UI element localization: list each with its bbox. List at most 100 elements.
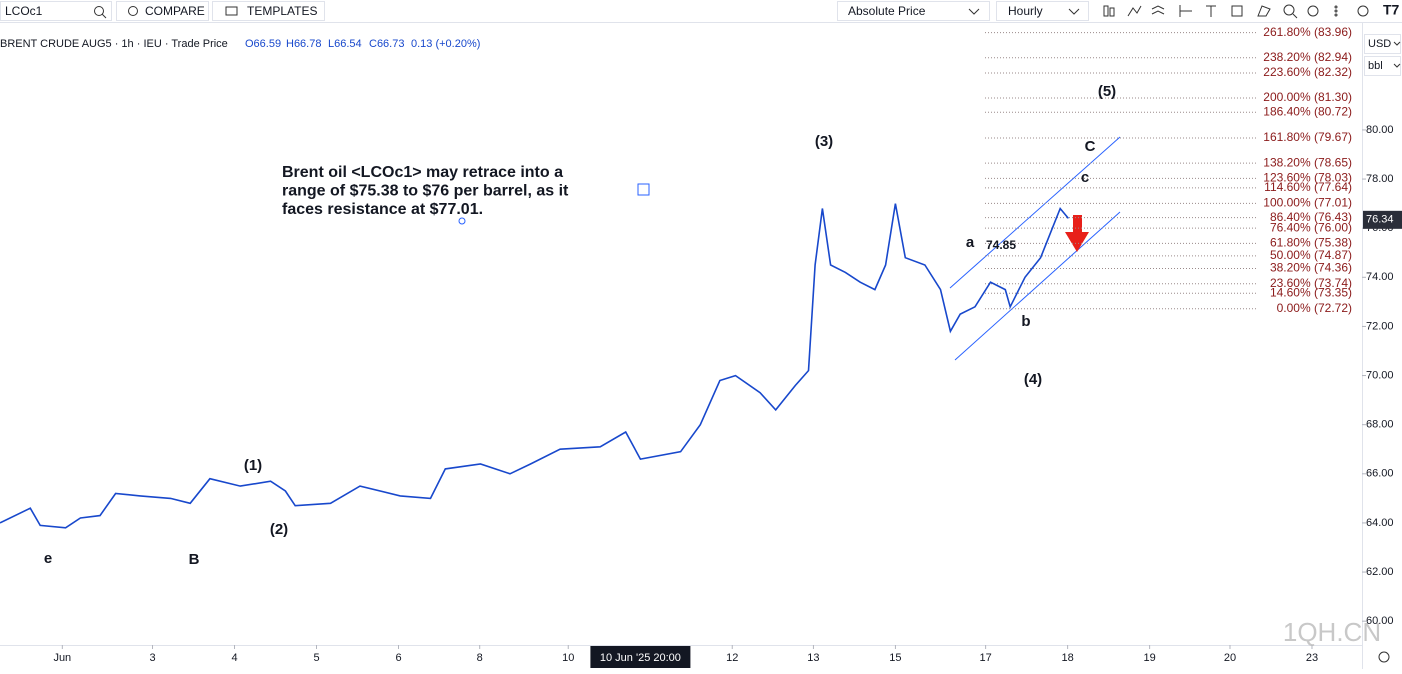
wave-label: B (189, 551, 200, 568)
wave-label: (1) (244, 457, 262, 474)
x-tick-label: 23 (1306, 652, 1318, 664)
note-line: faces resistance at $77.01. (282, 201, 483, 218)
fib-label: 86.40% (76.43) (1270, 210, 1352, 224)
search-icon (101, 13, 107, 19)
symbol-search[interactable] (0, 1, 112, 21)
fib-label: 23.60% (73.74) (1270, 276, 1352, 290)
legend-close: C66.73 (369, 38, 404, 50)
dropdown-icon (1393, 41, 1401, 46)
fib-label: 50.00% (74.87) (1270, 248, 1352, 262)
wave-label: c (1081, 169, 1089, 186)
fib-label: 200.00% (81.30) (1263, 90, 1352, 104)
templates-label: TEMPLATES (247, 4, 317, 18)
legend-high: H66.78 (286, 38, 321, 50)
fib-label: 161.80% (79.67) (1263, 130, 1352, 144)
compare-button[interactable] (116, 1, 209, 21)
currency: USD (1368, 38, 1391, 50)
wave-label: a (966, 234, 975, 251)
x-tick-label: 17 (980, 652, 992, 664)
wave-label: (2) (270, 521, 288, 538)
x-tick-label: 19 (1143, 652, 1155, 664)
crosshair-box (590, 646, 691, 668)
x-tick-label: 18 (1061, 652, 1073, 664)
fib-label: 186.40% (80.72) (1263, 104, 1352, 118)
x-tick-label: 4 (231, 652, 237, 664)
x-tick-label: 15 (889, 652, 901, 664)
wave-label: e (44, 550, 52, 567)
price-mode: Absolute Price (848, 4, 926, 18)
crosshair-label: 10 Jun '25 20:00 (600, 652, 681, 664)
fib-label: 14.60% (73.35) (1270, 285, 1352, 299)
x-tick-label: Jun (53, 652, 71, 664)
fib-label: 123.60% (78.03) (1263, 170, 1352, 184)
fib-label: 76.40% (76.00) (1270, 220, 1352, 234)
channel-upper (949, 136, 1121, 289)
fib-label: 0.00% (72.72) (1277, 301, 1352, 315)
wave-label: (5) (1098, 83, 1116, 100)
interval-select[interactable] (996, 1, 1089, 21)
price-mode-select[interactable] (837, 1, 990, 21)
last-price-label: 76.34 (1366, 214, 1394, 226)
price-line (0, 203, 1070, 529)
note-anchor[interactable] (458, 217, 466, 225)
templates-icon (225, 6, 238, 16)
unit-button[interactable] (1364, 56, 1401, 76)
fib-label: 223.60% (82.32) (1263, 65, 1352, 79)
compare-icon (128, 6, 138, 16)
y-tick-label: 74.00 (1366, 271, 1394, 283)
y-tick-label: 66.00 (1366, 468, 1394, 480)
settings-icon[interactable] (1378, 651, 1390, 663)
note-line: Brent oil <LCOc1> may retrace into a (282, 164, 563, 181)
x-tick-label: 12 (726, 652, 738, 664)
y-tick-label: 68.00 (1366, 419, 1394, 431)
search-icon (94, 6, 104, 16)
fib-label: 114.60% (77.64) (1264, 180, 1352, 194)
y-tick-label: 60.00 (1366, 615, 1394, 627)
fib-label: 100.00% (77.01) (1263, 196, 1352, 210)
legend-low: L66.54 (328, 38, 362, 50)
y-tick-label: 64.00 (1366, 517, 1394, 529)
y-tick-label: 70.00 (1366, 369, 1394, 381)
wave-label: b (1021, 313, 1030, 330)
fib-label: 138.20% (78.65) (1263, 155, 1352, 169)
currency-button[interactable] (1364, 34, 1401, 54)
fib-label: 61.80% (75.38) (1270, 236, 1352, 250)
channel-lower (954, 211, 1121, 361)
y-tick-label: 78.00 (1366, 173, 1394, 185)
x-tick-label: 10 (562, 652, 574, 664)
watermark: 1QH.CN (1283, 617, 1381, 647)
symbol: LCOc1 (5, 4, 43, 18)
x-tick-label: 13 (807, 652, 819, 664)
x-tick-label: 5 (313, 652, 319, 664)
last-price-box (1363, 210, 1402, 229)
wave-label: 74.85 (986, 238, 1016, 252)
down-arrow (1065, 215, 1089, 252)
compare-label: COMPARE (145, 4, 205, 18)
fib-label: 238.20% (82.94) (1263, 50, 1352, 64)
fib-label: 38.20% (74.36) (1270, 261, 1352, 275)
x-tick-label: 20 (1224, 652, 1236, 664)
wave-label: C (1085, 138, 1096, 155)
legend-open: O66.59 (245, 38, 281, 50)
fib-label: 261.80% (83.96) (1263, 25, 1352, 39)
note-handle[interactable] (637, 183, 650, 196)
x-tick-label: 8 (477, 652, 483, 664)
unit: bbl (1368, 60, 1383, 72)
dropdown-icon (1068, 8, 1080, 15)
y-tick-label: 80.00 (1366, 124, 1394, 136)
logo: T7 (1383, 2, 1400, 18)
interval: Hourly (1008, 4, 1043, 18)
legend-title: BRENT CRUDE AUG5 · 1h · IEU · Trade Pric… (0, 38, 228, 50)
wave-label: (3) (815, 133, 833, 150)
wave-label: (4) (1024, 371, 1042, 388)
tool-icons[interactable] (1103, 4, 1369, 19)
y-tick-label: 62.00 (1366, 566, 1394, 578)
dropdown-icon (968, 8, 980, 15)
x-tick-label: 6 (395, 652, 401, 664)
templates-button[interactable] (212, 1, 325, 21)
x-tick-label: 3 (149, 652, 155, 664)
dropdown-icon (1393, 63, 1401, 68)
y-tick-label: 72.00 (1366, 320, 1394, 332)
note-line: range of $75.38 to $76 per barrel, as it (282, 183, 569, 200)
